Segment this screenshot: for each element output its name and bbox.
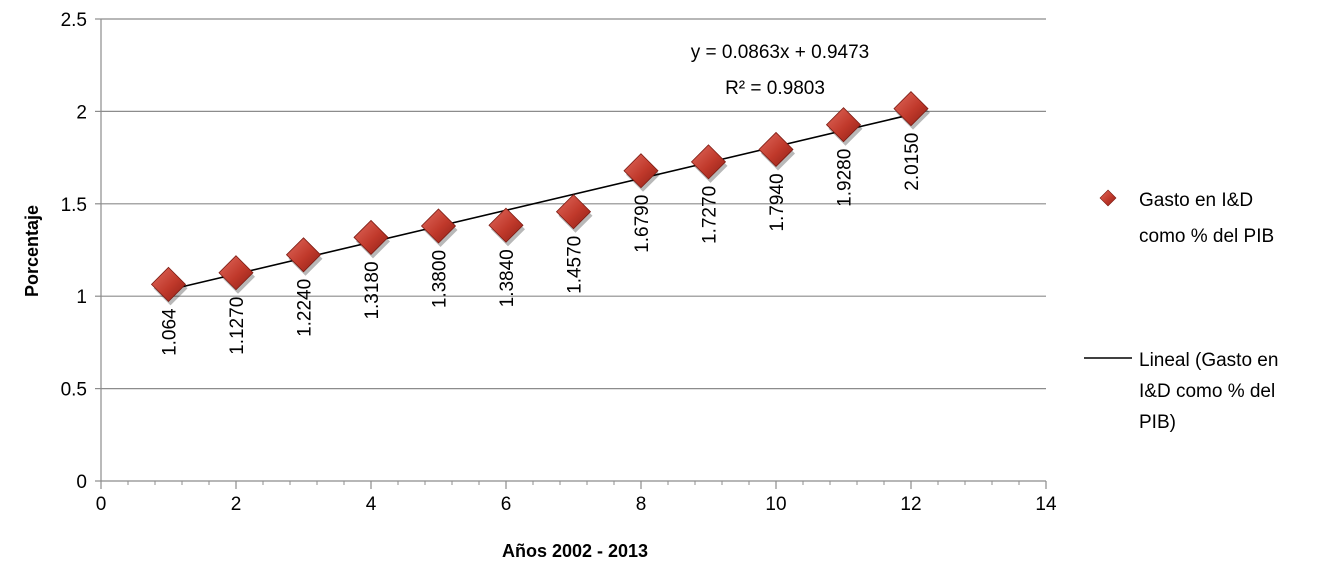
y-tick-label: 1.5 [61, 195, 87, 216]
data-point [285, 237, 322, 273]
legend-label-trendline: I&D como % del [1139, 381, 1275, 402]
x-tick-label: 14 [1035, 494, 1057, 515]
data-label: 1.2240 [295, 279, 316, 337]
data-label: 2.0150 [902, 133, 923, 191]
axes-layer: 0 0.5 1 1.5 2 2.5 0 2 4 6 8 10 12 14 [61, 10, 1057, 515]
x-tick-label: 2 [231, 494, 242, 515]
trendline [168, 113, 912, 291]
data-label: 1.7940 [767, 173, 788, 231]
x-tick-label: 4 [366, 494, 377, 515]
x-tick-label: 10 [765, 494, 786, 515]
x-tick-label: 0 [96, 494, 107, 515]
legend-label-trendline: Lineal (Gasto en [1139, 350, 1278, 371]
x-axis-title: Años 2002 - 2013 [502, 541, 648, 561]
data-label: 1.3840 [497, 249, 518, 307]
data-point [758, 131, 794, 168]
data-point [825, 107, 862, 143]
data-label: 1.7270 [700, 186, 721, 244]
data-point [353, 219, 389, 255]
legend-label-scatter: Gasto en I&D [1139, 190, 1253, 211]
legend-label-scatter: como % del PIB [1139, 226, 1274, 247]
data-label: 1.9280 [835, 149, 856, 207]
y-tick-label: 2 [76, 102, 87, 123]
data-point [555, 194, 592, 230]
data-label: 1.064 [160, 308, 181, 356]
points-layer [150, 91, 930, 306]
data-point [623, 153, 659, 189]
data-point [690, 144, 727, 180]
trendline-equation: y = 0.0863x + 0.9473 [691, 42, 870, 63]
data-label: 1.1270 [227, 297, 248, 355]
data-point [150, 266, 187, 302]
legend: Gasto en I&D como % del PIB Lineal (Gasto … [1084, 189, 1278, 433]
legend-label-trendline: PIB) [1139, 412, 1176, 433]
data-point [218, 255, 254, 291]
data-label: 1.3180 [362, 261, 383, 319]
y-tick-label: 2.5 [61, 10, 87, 31]
data-label: 1.3800 [430, 250, 451, 308]
data-point [488, 207, 524, 243]
legend-marker-diamond [1099, 189, 1117, 207]
data-point [420, 208, 457, 244]
x-tick-label: 6 [501, 494, 512, 515]
data-label: 1.4570 [565, 236, 586, 294]
x-tick-label: 8 [636, 494, 647, 515]
trendline-r-squared: R² = 0.9803 [725, 78, 825, 99]
y-axis-title: Porcentaje [22, 205, 42, 297]
labels-layer: 1.064 1.1270 1.2240 1.3180 1.3800 1.3840 1.457… [160, 133, 924, 356]
y-tick-label: 0.5 [61, 380, 87, 401]
data-point [893, 91, 929, 127]
y-tick-label: 0 [76, 472, 87, 493]
trend-layer [168, 113, 912, 291]
x-tick-label: 12 [900, 494, 921, 515]
data-label: 1.6790 [632, 195, 653, 253]
y-tick-label: 1 [76, 287, 87, 308]
